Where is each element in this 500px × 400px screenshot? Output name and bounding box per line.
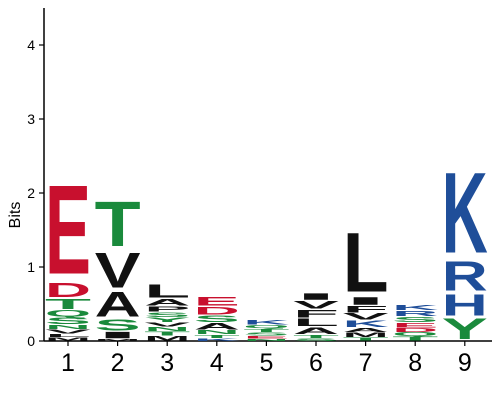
logo-letter-n: N bbox=[144, 326, 190, 332]
logo-letter-m: M bbox=[343, 331, 389, 338]
logo-letter-s: S bbox=[144, 311, 190, 318]
logo-letter-l: L bbox=[293, 316, 339, 328]
x-tick-label: 6 bbox=[309, 349, 323, 377]
logo-letter-k: K bbox=[392, 304, 438, 312]
x-tick-label: 3 bbox=[160, 349, 174, 377]
logo-letter-y: Y bbox=[144, 316, 190, 323]
x-tick-label: 1 bbox=[61, 349, 75, 377]
logo-letter-r: R bbox=[392, 309, 438, 317]
logo-letter-v: V bbox=[95, 241, 141, 298]
logo-letter-l: L bbox=[45, 333, 91, 338]
y-tick-label: 3 bbox=[27, 111, 35, 127]
logo-letters: MLVNSQTDEMISAVTMTNVYSPALKTNASDENESTQKSTA… bbox=[45, 148, 488, 345]
logo-letter-a: A bbox=[293, 325, 339, 335]
logo-letter-t: T bbox=[194, 334, 240, 339]
logo-letter-e: E bbox=[194, 295, 240, 308]
logo-letter-v: V bbox=[45, 328, 92, 334]
logo-letter-d: D bbox=[194, 305, 240, 317]
logo-letter-t: T bbox=[144, 331, 191, 337]
logo-letter-q: Q bbox=[45, 308, 91, 318]
y-tick-label: 0 bbox=[27, 333, 35, 349]
logo-letter-q: Q bbox=[243, 324, 289, 329]
logo-letter-n: N bbox=[45, 324, 91, 330]
logo-letter-n: N bbox=[243, 338, 289, 341]
y-axis-ticks: 0 1 2 3 4 bbox=[27, 37, 44, 349]
logo-letter-k: K bbox=[442, 148, 488, 277]
x-axis-ticks: 1 2 3 4 5 6 7 8 9 bbox=[61, 341, 472, 377]
logo-letter-f: F bbox=[293, 308, 339, 320]
logo-letter-e: E bbox=[45, 158, 91, 301]
logo-letter-a: A bbox=[194, 321, 240, 331]
y-tick-label: 4 bbox=[27, 37, 35, 53]
logo-letter-s: S bbox=[194, 314, 240, 324]
logo-letter-a: A bbox=[95, 285, 141, 324]
logo-letter-t: T bbox=[45, 296, 91, 312]
logo-letter-k: K bbox=[194, 337, 241, 341]
logo-letter-r: R bbox=[442, 253, 488, 299]
logo-letter-v: V bbox=[343, 312, 389, 322]
logo-letter-s: S bbox=[95, 316, 141, 333]
logo-letter-d: D bbox=[45, 279, 91, 302]
logo-letter-s: S bbox=[392, 316, 438, 324]
logo-letter-e: E bbox=[243, 335, 289, 339]
logo-letter-y: Y bbox=[442, 313, 488, 346]
logo-letter-a: A bbox=[144, 297, 190, 307]
axes bbox=[43, 8, 492, 342]
logo-letter-e: E bbox=[392, 322, 438, 329]
logo-letter-t: T bbox=[343, 337, 389, 342]
logo-letter-k: K bbox=[243, 318, 289, 325]
logo-letter-m: M bbox=[45, 337, 91, 342]
logo-letter-s: S bbox=[243, 331, 289, 336]
logo-letter-s: S bbox=[45, 316, 91, 326]
logo-letter-m: M bbox=[95, 338, 141, 341]
logo-letter-a: A bbox=[343, 327, 389, 333]
x-tick-label: 8 bbox=[408, 349, 422, 377]
y-axis-label: Bits bbox=[7, 202, 24, 229]
logo-letter-s: S bbox=[293, 338, 339, 342]
logo-letter-k: K bbox=[343, 319, 389, 329]
logo-letter-i: I bbox=[343, 295, 389, 307]
logo-letter-m: M bbox=[144, 335, 190, 342]
x-tick-label: 7 bbox=[359, 349, 373, 377]
x-tick-label: 2 bbox=[111, 349, 125, 377]
y-tick-label: 1 bbox=[27, 259, 35, 275]
logo-letter-i: I bbox=[293, 291, 339, 301]
y-tick-label: 2 bbox=[27, 185, 35, 201]
logo-letter-t: T bbox=[95, 188, 141, 260]
logo-letter-q: Q bbox=[392, 331, 438, 337]
logo-letter-d: D bbox=[392, 327, 438, 333]
logo-letter-l: L bbox=[343, 215, 389, 309]
logo-letter-t: T bbox=[243, 328, 289, 333]
logo-letter-f: F bbox=[343, 304, 389, 314]
logo-letter-l: L bbox=[144, 281, 190, 302]
logo-letter-v: V bbox=[293, 299, 339, 311]
logo-letter-t: T bbox=[392, 336, 439, 342]
logo-letter-h: H bbox=[442, 288, 488, 322]
x-tick-label: 4 bbox=[210, 349, 224, 377]
x-tick-label: 9 bbox=[458, 349, 472, 377]
logo-letter-p: P bbox=[144, 305, 190, 313]
logo-letter-v: V bbox=[144, 322, 191, 328]
x-tick-label: 5 bbox=[259, 349, 273, 377]
logo-letter-n: N bbox=[194, 329, 240, 335]
logo-letter-i: I bbox=[95, 330, 141, 340]
logo-letter-t: T bbox=[293, 334, 339, 339]
